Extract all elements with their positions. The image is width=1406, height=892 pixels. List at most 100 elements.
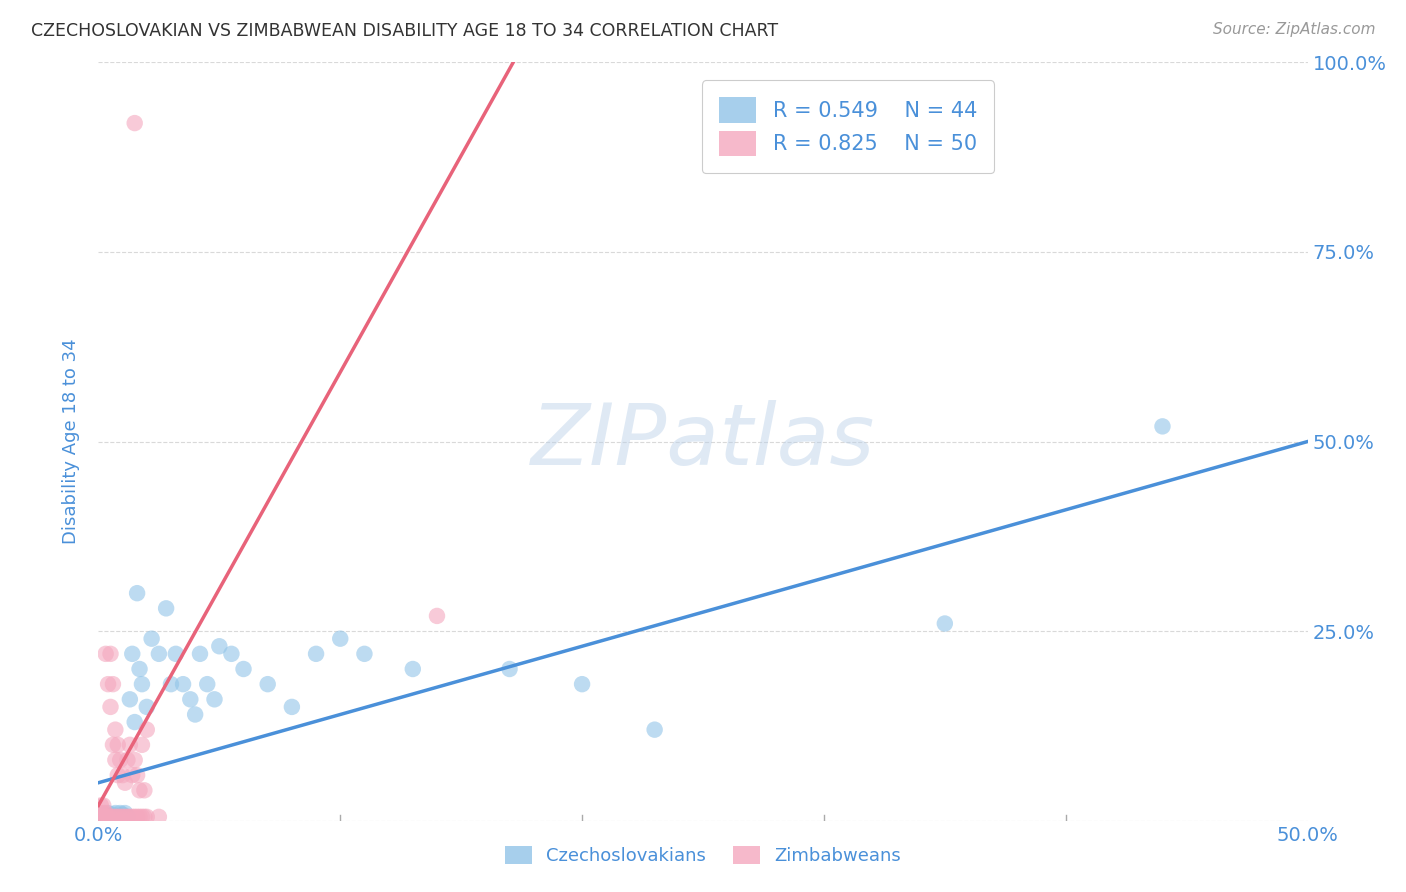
Point xyxy=(107,810,129,824)
Point xyxy=(135,810,157,824)
Point xyxy=(165,647,187,661)
Point xyxy=(101,807,124,822)
Point xyxy=(108,806,131,821)
Point xyxy=(131,677,153,691)
Y-axis label: Disability Age 18 to 34: Disability Age 18 to 34 xyxy=(62,339,80,544)
Point xyxy=(179,692,201,706)
Point xyxy=(124,810,146,824)
Point xyxy=(281,699,304,714)
Point xyxy=(91,798,114,813)
Point xyxy=(100,699,122,714)
Text: Source: ZipAtlas.com: Source: ZipAtlas.com xyxy=(1212,22,1375,37)
Point xyxy=(100,810,122,824)
Point xyxy=(160,677,183,691)
Point xyxy=(188,647,211,661)
Point xyxy=(90,810,112,824)
Point xyxy=(121,647,143,661)
Point xyxy=(127,768,149,782)
Point xyxy=(118,692,141,706)
Point xyxy=(128,810,150,824)
Point xyxy=(91,806,114,821)
Point xyxy=(155,601,177,615)
Point xyxy=(184,707,207,722)
Point xyxy=(94,806,117,821)
Point xyxy=(124,715,146,730)
Point xyxy=(114,810,136,824)
Point xyxy=(104,806,127,821)
Text: ZIPatlas: ZIPatlas xyxy=(531,400,875,483)
Point xyxy=(111,810,134,824)
Point xyxy=(571,677,593,691)
Point xyxy=(117,810,139,824)
Point xyxy=(101,810,124,824)
Point xyxy=(117,753,139,767)
Point xyxy=(97,677,120,691)
Point xyxy=(108,810,131,824)
Point xyxy=(90,806,112,821)
Point xyxy=(90,810,112,824)
Point xyxy=(117,810,139,824)
Point xyxy=(221,647,243,661)
Point xyxy=(124,116,146,130)
Point xyxy=(90,798,112,813)
Text: CZECHOSLOVAKIAN VS ZIMBABWEAN DISABILITY AGE 18 TO 34 CORRELATION CHART: CZECHOSLOVAKIAN VS ZIMBABWEAN DISABILITY… xyxy=(31,22,778,40)
Point xyxy=(305,647,328,661)
Point xyxy=(107,738,129,752)
Point xyxy=(195,677,218,691)
Point xyxy=(100,810,122,824)
Point xyxy=(104,723,127,737)
Legend: R = 0.549    N = 44, R = 0.825    N = 50: R = 0.549 N = 44, R = 0.825 N = 50 xyxy=(702,80,994,173)
Point xyxy=(141,632,163,646)
Point xyxy=(128,662,150,676)
Point xyxy=(131,810,153,824)
Point xyxy=(91,807,114,822)
Point xyxy=(134,810,156,824)
Point xyxy=(172,677,194,691)
Point xyxy=(104,810,127,824)
Point xyxy=(107,810,129,824)
Point xyxy=(107,768,129,782)
Point xyxy=(426,608,449,623)
Point xyxy=(100,647,122,661)
Point xyxy=(121,810,143,824)
Point xyxy=(94,810,117,824)
Point xyxy=(114,806,136,821)
Point xyxy=(135,723,157,737)
Point xyxy=(256,677,278,691)
Point xyxy=(94,810,117,824)
Point xyxy=(402,662,425,676)
Point xyxy=(94,647,117,661)
Point xyxy=(131,738,153,752)
Point xyxy=(127,586,149,600)
Point xyxy=(128,783,150,797)
Point xyxy=(232,662,254,676)
Point xyxy=(111,768,134,782)
Point xyxy=(114,776,136,790)
Point xyxy=(97,810,120,824)
Point xyxy=(148,647,170,661)
Point xyxy=(97,806,120,821)
Point xyxy=(127,810,149,824)
Point xyxy=(934,616,956,631)
Point xyxy=(124,753,146,767)
Point xyxy=(644,723,666,737)
Point xyxy=(208,639,231,653)
Point xyxy=(498,662,520,676)
Point xyxy=(104,753,127,767)
Point xyxy=(118,810,141,824)
Point xyxy=(101,677,124,691)
Point xyxy=(148,810,170,824)
Point xyxy=(108,753,131,767)
Legend: Czechoslovakians, Zimbabweans: Czechoslovakians, Zimbabweans xyxy=(495,837,911,874)
Point xyxy=(1152,419,1174,434)
Point xyxy=(204,692,226,706)
Point xyxy=(134,783,156,797)
Point xyxy=(118,738,141,752)
Point xyxy=(353,647,375,661)
Point xyxy=(111,807,134,822)
Point xyxy=(101,738,124,752)
Point xyxy=(135,699,157,714)
Point xyxy=(329,632,352,646)
Point xyxy=(121,768,143,782)
Point xyxy=(91,810,114,824)
